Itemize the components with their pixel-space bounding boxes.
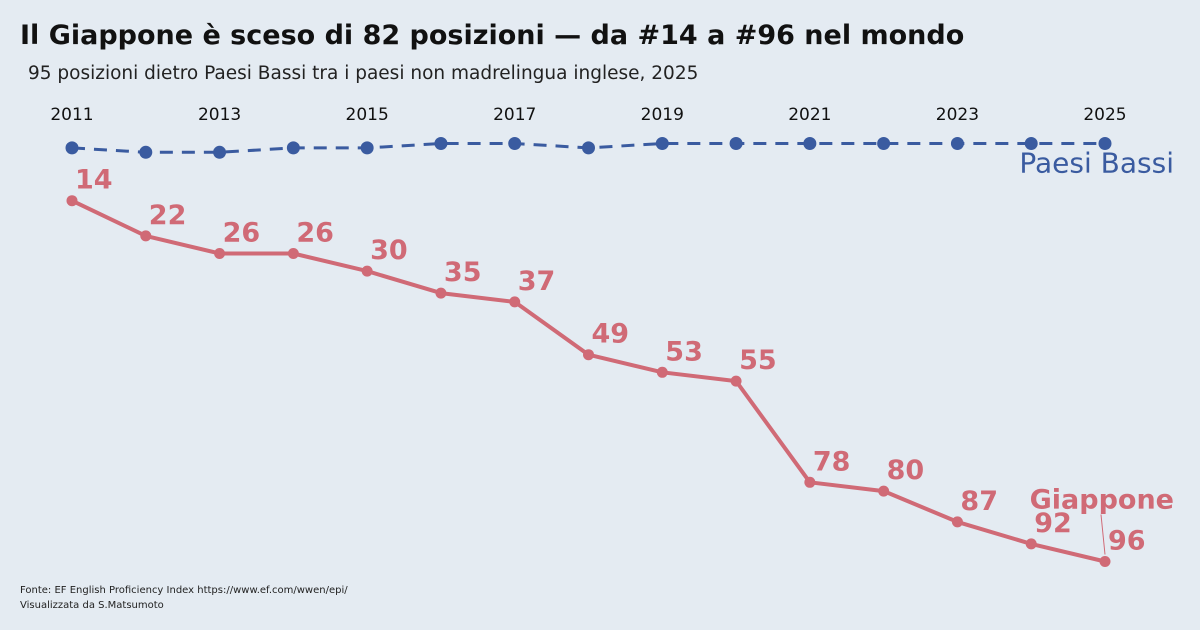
chart-source: Fonte: EF English Proficiency Index http… bbox=[20, 583, 348, 613]
x-tick-label-2023: 2023 bbox=[936, 105, 979, 125]
point-paesi-bassi-2022 bbox=[877, 137, 891, 150]
data-label-giappone-2013: 26 bbox=[223, 218, 261, 249]
point-giappone-2013 bbox=[214, 248, 226, 259]
point-paesi-bassi-2024 bbox=[1024, 137, 1038, 150]
x-axis-ticks: 2011 2013 2015 2017 2019 2021 2023 2025 bbox=[50, 105, 1126, 125]
point-giappone-2020 bbox=[730, 375, 742, 387]
series-label-giappone: Giappone bbox=[1030, 485, 1174, 516]
data-label-giappone-2017: 37 bbox=[518, 266, 556, 297]
data-label-giappone-2020: 55 bbox=[739, 345, 777, 376]
point-giappone-2012 bbox=[140, 230, 152, 242]
point-paesi-bassi-2023 bbox=[950, 137, 964, 150]
point-giappone-2022 bbox=[878, 485, 890, 497]
point-giappone-2011 bbox=[66, 195, 78, 207]
chart-subtitle: 95 posizioni dietro Paesi Bassi tra i pa… bbox=[28, 63, 699, 84]
data-label-giappone-2025: 96 bbox=[1108, 526, 1146, 557]
point-paesi-bassi-2025 bbox=[1098, 137, 1112, 150]
data-label-giappone-2011: 14 bbox=[75, 165, 113, 196]
point-paesi-bassi-2011 bbox=[65, 141, 79, 155]
point-paesi-bassi-2019 bbox=[655, 137, 669, 150]
data-label-giappone-2023: 87 bbox=[960, 486, 998, 517]
point-giappone-2025 bbox=[1099, 556, 1111, 567]
data-label-giappone-2016: 35 bbox=[444, 257, 482, 288]
point-paesi-bassi-2015 bbox=[360, 141, 374, 155]
point-giappone-2017 bbox=[509, 296, 521, 308]
x-tick-label-2011: 2011 bbox=[50, 105, 93, 125]
point-giappone-2016 bbox=[435, 287, 447, 299]
data-label-giappone-2022: 80 bbox=[887, 455, 925, 486]
data-label-giappone-2021: 78 bbox=[813, 446, 851, 477]
point-paesi-bassi-2021 bbox=[803, 137, 817, 150]
point-giappone-2024 bbox=[1025, 538, 1037, 550]
data-label-giappone-2015: 30 bbox=[370, 235, 408, 266]
data-label-giappone-2018: 49 bbox=[592, 319, 630, 350]
point-giappone-2021 bbox=[804, 476, 816, 488]
point-giappone-2018 bbox=[583, 349, 594, 361]
series-line-giappone bbox=[71, 198, 1106, 564]
point-paesi-bassi-2017 bbox=[508, 137, 522, 150]
credit-text: Visualizzata da S.Matsumoto bbox=[20, 600, 164, 611]
point-giappone-2019 bbox=[656, 366, 668, 378]
data-label-giappone-2024: 92 bbox=[1034, 508, 1072, 539]
point-giappone-2023 bbox=[951, 516, 963, 528]
x-tick-label-2017: 2017 bbox=[493, 105, 536, 125]
leader-line-giappone bbox=[1100, 514, 1106, 555]
data-label-giappone-2019: 53 bbox=[665, 336, 703, 367]
x-tick-label-2019: 2019 bbox=[641, 105, 684, 125]
series-giappone: 14 22 26 26 30 35 37 49 53 55 78 80 87 92 96 Giappone bbox=[66, 165, 1174, 567]
data-label-giappone-2012: 22 bbox=[149, 200, 187, 231]
point-paesi-bassi-2016 bbox=[434, 137, 448, 150]
series-label-paesi-bassi: Paesi Bassi bbox=[1019, 147, 1174, 180]
data-label-giappone-2014: 26 bbox=[296, 218, 334, 249]
x-tick-label-2025: 2025 bbox=[1083, 105, 1126, 125]
chart-title: Il Giappone è sceso di 82 posizioni — da… bbox=[20, 20, 965, 51]
point-paesi-bassi-2013 bbox=[213, 145, 227, 159]
source-text: Fonte: EF English Proficiency Index http… bbox=[20, 585, 348, 596]
x-tick-label-2015: 2015 bbox=[346, 105, 389, 125]
x-tick-label-2021: 2021 bbox=[788, 105, 831, 125]
point-giappone-2015 bbox=[361, 265, 373, 277]
point-giappone-2014 bbox=[287, 248, 299, 259]
series-paesi-bassi: Paesi Bassi bbox=[65, 137, 1174, 180]
point-paesi-bassi-2014 bbox=[286, 141, 300, 155]
point-paesi-bassi-2020 bbox=[729, 137, 743, 150]
point-paesi-bassi-2018 bbox=[582, 141, 595, 155]
point-paesi-bassi-2012 bbox=[139, 145, 153, 159]
x-tick-label-2013: 2013 bbox=[198, 105, 241, 125]
